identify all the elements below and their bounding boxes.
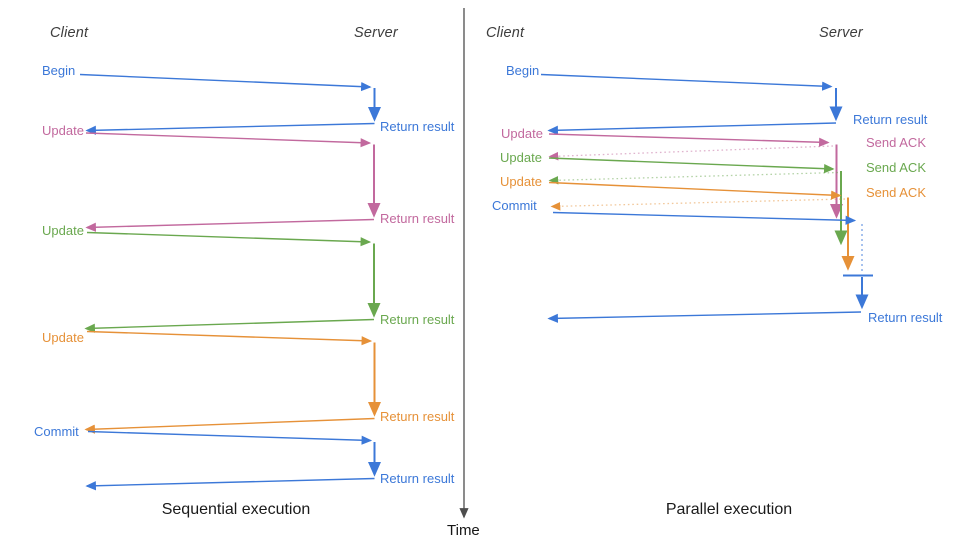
request-line <box>548 157 835 174</box>
left-commit-label: Commit <box>34 424 79 439</box>
left-update3-label: Update <box>42 330 84 345</box>
response-line <box>85 218 375 232</box>
response-line <box>84 417 375 434</box>
left-client-lane-label: Client <box>50 25 89 41</box>
left-update2-message <box>84 231 381 333</box>
left-return-result-label-1: Return result <box>380 119 455 134</box>
request-line <box>87 430 373 445</box>
right-return-result-label-2: Return result <box>868 310 943 325</box>
left-update3-message <box>84 330 382 434</box>
right-update1-message <box>548 133 844 219</box>
left-begin-label: Begin <box>42 63 76 78</box>
left-update1-message <box>85 132 381 232</box>
request-line <box>548 181 842 200</box>
right-update2-message <box>548 157 848 246</box>
right-commit-message <box>547 211 873 323</box>
ack-response-line <box>550 198 846 211</box>
right-commit-label: Commit <box>492 198 537 213</box>
right-begin-message <box>540 73 843 135</box>
right-caption: Parallel execution <box>665 501 793 518</box>
ack-response-line <box>548 145 834 161</box>
left-return-result-label-4: Return result <box>380 409 455 424</box>
right-client-lane-label: Client <box>486 25 525 41</box>
right-server-lane-label: Server <box>819 25 863 41</box>
response-line <box>85 122 375 135</box>
right-send-ack-label-2: Send ACK <box>866 160 926 175</box>
right-update1-label: Update <box>501 126 543 141</box>
response-line <box>547 122 837 135</box>
left-return-result-label-3: Return result <box>380 312 455 327</box>
right-send-ack-label-3: Send ACK <box>866 185 926 200</box>
request-line <box>540 73 833 91</box>
right-update3-message <box>548 181 855 271</box>
response-line <box>85 477 375 491</box>
request-line <box>79 73 372 92</box>
left-return-result-label-5: Return result <box>380 471 455 486</box>
response-line <box>84 318 375 333</box>
request-line <box>86 330 373 346</box>
right-send-ack-label-1: Send ACK <box>866 135 926 150</box>
left-update1-label: Update <box>42 123 84 138</box>
ack-response-line <box>548 171 839 185</box>
left-return-result-label-2: Return result <box>380 211 455 226</box>
left-begin-message <box>79 73 382 135</box>
request-line <box>86 231 372 247</box>
time-axis-label: Time <box>447 522 480 539</box>
left-server-lane-label: Server <box>354 25 398 41</box>
left-caption: Sequential execution <box>161 501 311 518</box>
request-line <box>548 133 830 147</box>
right-begin-label: Begin <box>506 63 540 78</box>
request-line <box>85 132 372 148</box>
left-update2-label: Update <box>42 223 84 238</box>
request-line <box>552 211 857 225</box>
left-commit-message <box>85 430 382 491</box>
right-return-result-label-1: Return result <box>853 112 928 127</box>
response-line <box>547 311 862 323</box>
right-update2-label: Update <box>500 150 542 165</box>
right-update3-label: Update <box>500 174 542 189</box>
